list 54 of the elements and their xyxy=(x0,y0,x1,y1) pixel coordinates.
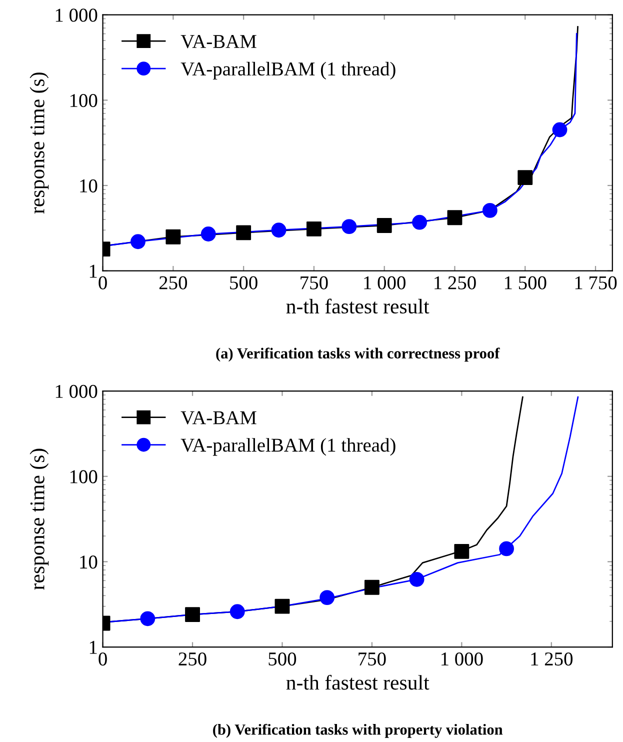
x-tick-label: 750 xyxy=(358,652,386,666)
x-tick-label: 250 xyxy=(178,652,206,666)
point xyxy=(200,226,216,242)
point xyxy=(412,214,428,230)
y-axis-title: response time (s) xyxy=(30,72,49,214)
point xyxy=(130,234,146,250)
x-tick-label: 1 500 xyxy=(504,276,546,290)
y-tick-label: 1 000 xyxy=(56,8,98,22)
x-axis-title: n-th fastest result xyxy=(286,674,430,690)
text: (a) Verification tasks with correctness proof xyxy=(216,348,500,362)
point xyxy=(376,218,392,233)
point xyxy=(236,225,252,240)
x-tick-label: 750 xyxy=(300,276,328,290)
point xyxy=(274,598,290,614)
x-tick-label: 1 250 xyxy=(434,276,476,290)
x-tick-label: 500 xyxy=(230,276,258,290)
point xyxy=(364,580,380,595)
y-tick-label: 1 xyxy=(90,264,97,278)
point xyxy=(409,572,424,587)
point xyxy=(271,222,286,238)
point xyxy=(482,202,498,218)
x-tick-label: 1 000 xyxy=(364,276,406,290)
point xyxy=(447,210,462,226)
x-tick-label: 500 xyxy=(268,652,296,666)
y-tick-label: 1 xyxy=(90,640,97,654)
y-axis-title: response time (s) xyxy=(30,448,49,590)
point xyxy=(342,219,357,234)
legend-label: VA-parallelBAM (1 thread) xyxy=(180,62,396,80)
point xyxy=(185,607,200,622)
x-tick-label: 250 xyxy=(159,276,188,290)
x-tick-label: 1 750 xyxy=(575,276,617,290)
x-tick-label: 1 250 xyxy=(531,652,573,666)
point xyxy=(230,604,245,620)
point xyxy=(499,541,514,556)
point xyxy=(320,590,335,606)
point xyxy=(552,122,568,138)
legend-label: VA-BAM xyxy=(180,411,256,424)
legend-label: VA-parallelBAM (1 thread) xyxy=(180,438,396,456)
text: (b) Verification tasks with property violation xyxy=(213,724,503,738)
point xyxy=(454,544,470,559)
point xyxy=(166,229,181,244)
point xyxy=(140,611,156,626)
y-tick-label: 100 xyxy=(70,94,98,108)
y-tick-label: 10 xyxy=(80,179,98,192)
x-tick-label: 1 000 xyxy=(442,652,483,666)
y-tick-label: 100 xyxy=(70,470,98,484)
x-tick-label: 0 xyxy=(98,652,107,666)
legend-label: VA-BAM xyxy=(180,35,256,48)
x-axis-title: n-th fastest result xyxy=(286,298,430,314)
y-tick-label: 1 000 xyxy=(56,384,98,398)
point xyxy=(306,221,322,236)
y-tick-label: 10 xyxy=(80,556,98,569)
x-tick-label: 0 xyxy=(98,276,107,290)
point xyxy=(518,170,533,185)
